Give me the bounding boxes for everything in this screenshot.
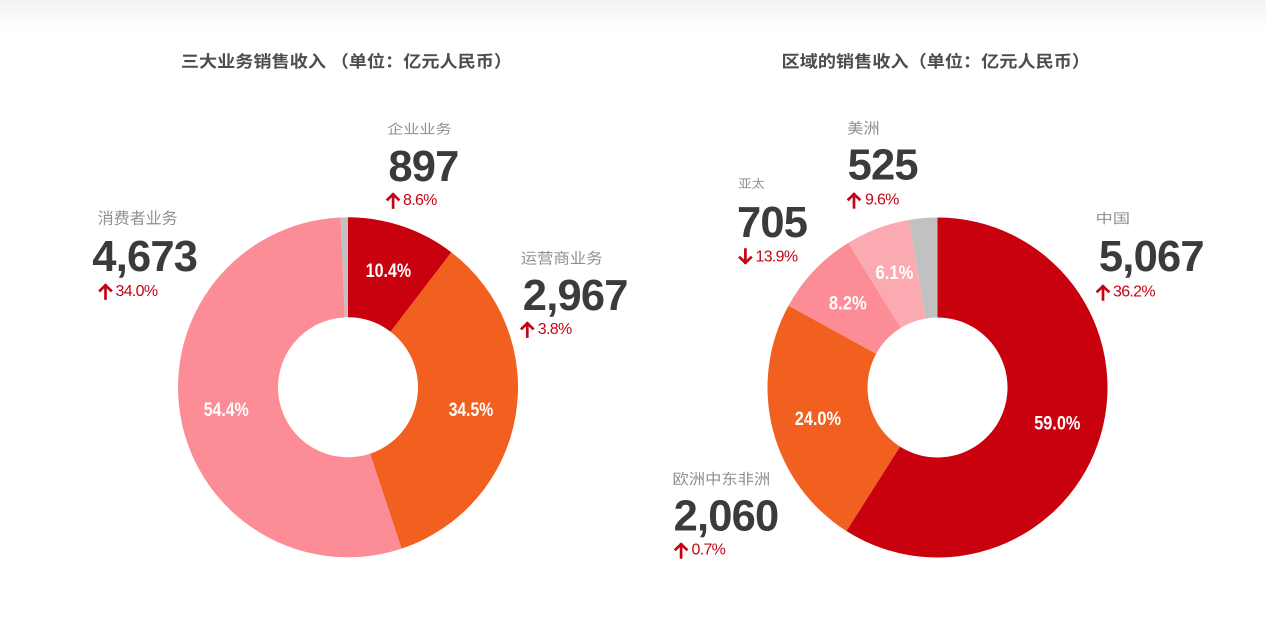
svg-text:54.4%: 54.4%: [204, 400, 249, 421]
svg-text:6.1%: 6.1%: [876, 263, 914, 284]
svg-text:24.0%: 24.0%: [795, 409, 841, 430]
svg-text:4,673: 4,673: [92, 233, 197, 281]
svg-text:8.6%: 8.6%: [403, 192, 437, 209]
svg-text:525: 525: [848, 142, 918, 190]
svg-text:34.5%: 34.5%: [449, 400, 494, 421]
svg-text:705: 705: [737, 199, 807, 247]
svg-text:5,067: 5,067: [1099, 233, 1204, 281]
svg-text:2,060: 2,060: [674, 493, 779, 541]
svg-text:13.9%: 13.9%: [756, 248, 798, 265]
svg-text:0.7%: 0.7%: [692, 542, 726, 559]
svg-text:36.2%: 36.2%: [1113, 284, 1155, 301]
svg-text:9.6%: 9.6%: [865, 192, 899, 209]
svg-text:10.4%: 10.4%: [366, 261, 411, 282]
svg-text:2,967: 2,967: [523, 272, 628, 320]
svg-text:59.0%: 59.0%: [1034, 413, 1080, 434]
svg-text:34.0%: 34.0%: [116, 283, 158, 300]
svg-text:3.8%: 3.8%: [538, 321, 572, 338]
svg-text:897: 897: [388, 143, 458, 191]
svg-text:8.2%: 8.2%: [829, 294, 867, 315]
